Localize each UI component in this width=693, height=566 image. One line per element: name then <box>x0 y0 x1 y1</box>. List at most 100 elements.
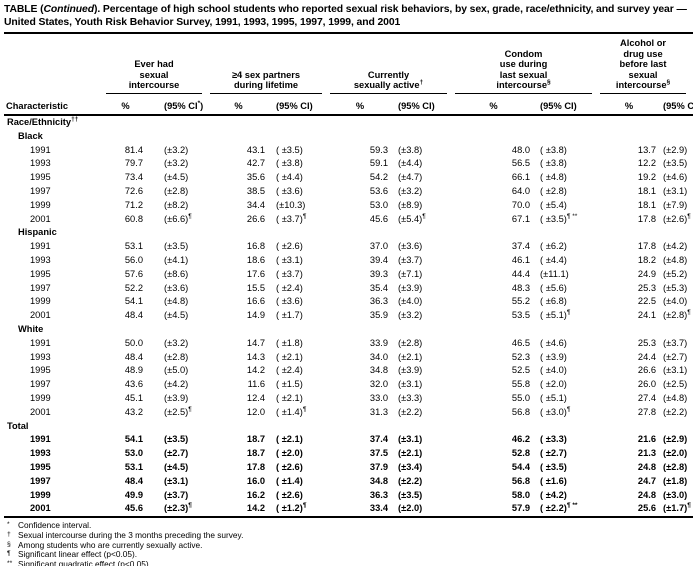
percent-cell: 52.3 <box>511 351 531 362</box>
ci-cell: ( ±2.6) <box>268 461 329 475</box>
ci-cell: (±2.3)¶ <box>146 502 209 517</box>
percent-cell: 43.6 <box>124 379 143 390</box>
title-continued: Continued <box>43 4 95 15</box>
percent-cell: 21.6 <box>637 434 657 445</box>
ci-value: ( ±3.8) <box>540 144 567 155</box>
ci-cell: (±4.5) <box>146 171 209 185</box>
ci-cell: ( ±4.4) <box>533 254 599 268</box>
footnote-marker: § <box>547 79 551 87</box>
ci-cell: ( ±1.5) <box>268 378 329 392</box>
ci-cell: (±2.8) <box>146 351 209 365</box>
ci-cell: ( ±5.1)¶ <box>533 309 599 323</box>
percent-cell: 16.0 <box>246 475 266 486</box>
year-cell: 1991 <box>30 241 51 252</box>
ci-cell: ( ±4.2) <box>533 489 599 503</box>
ci-value: (±3.5) <box>398 489 423 500</box>
column-group-label: Currently sexually active† <box>330 70 448 94</box>
ci-value: ( ±3.6) <box>276 185 303 196</box>
ci-cell: (±3.1) <box>146 475 209 489</box>
footnote-text: Significant quadratic effect (p<0.05). <box>18 558 151 566</box>
ci-value: (±4.7) <box>398 172 423 183</box>
ci-cell: ( ±4.8) <box>533 171 599 185</box>
ci-cell: (±2.2) <box>659 406 693 420</box>
ci-value: (±2.8) <box>663 310 688 321</box>
percent-cell: 52.2 <box>124 282 143 293</box>
year-cell: 1991 <box>30 144 51 155</box>
percent-cell: 27.8 <box>637 406 657 417</box>
column-group-label: Condom use during last sexual intercourse§ <box>455 49 593 94</box>
ci-cell: (±1.8) <box>659 475 693 489</box>
percent-cell: 33.0 <box>369 392 389 403</box>
ci-value: ( ±6.8) <box>540 296 567 307</box>
percent-cell: 18.7 <box>246 448 266 459</box>
ci-cell: ( ±3.8) <box>268 157 329 171</box>
ci-value: (±5.0) <box>164 365 189 376</box>
year-cell: 1999 <box>30 296 51 307</box>
ci-value: (±4.2) <box>164 379 189 390</box>
percent-cell: 46.5 <box>511 337 531 348</box>
ci-value: ( ±3.5) <box>540 461 567 472</box>
percent-cell: 32.0 <box>369 379 389 390</box>
percent-cell: 67.1 <box>511 213 531 224</box>
subgroup-label: Hispanic <box>18 227 57 238</box>
percent-cell: 46.2 <box>511 434 531 445</box>
ci-value: ( ±2.1) <box>276 392 303 403</box>
ci-value: (±3.0) <box>663 489 688 500</box>
ci-value: ( ±2.6) <box>276 241 303 252</box>
ci-value: ( ±2.0) <box>540 379 567 390</box>
year-cell: 1991 <box>30 434 51 445</box>
ci-cell: (±3.2) <box>146 337 209 351</box>
percent-cell: 26.0 <box>637 379 657 390</box>
table-title: TABLE (Continued). Percentage of high sc… <box>4 3 689 29</box>
column-group-label: Ever had sexual intercourse <box>106 59 203 94</box>
ci-value: ( ±1.4) <box>276 406 303 417</box>
ci-value: (±3.1) <box>663 185 688 196</box>
percent-cell: 17.8 <box>637 241 657 252</box>
year-cell: 1997 <box>30 185 51 196</box>
ci-cell: (±2.8) <box>391 337 454 351</box>
column-group-label-line: sexual <box>139 69 169 80</box>
ci-value: (±4.5) <box>164 172 189 183</box>
ci-value: (±4.8) <box>663 254 688 265</box>
table-row: 1995 57.6 (±8.6) 17.6 ( ±3.7) 39.3 (±7.1) 44.4 (… <box>4 268 693 282</box>
subgroup-label: White <box>18 323 44 334</box>
percent-cell: 38.5 <box>246 185 266 196</box>
footnote-marker: ¶ <box>302 502 307 510</box>
ci-value: (±3.1) <box>398 379 423 390</box>
table-row: 1999 54.1 (±4.8) 16.6 ( ±3.6) 36.3 (±4.0) 55.2 (… <box>4 295 693 309</box>
percent-cell: 24.8 <box>637 461 657 472</box>
footnote-marker: § <box>666 79 671 87</box>
footnote-line: § Among students who are currently sexual… <box>4 540 689 551</box>
footnote-marker: ¶ <box>687 502 691 510</box>
ci-cell: (±3.1) <box>659 364 693 378</box>
footnote-text: Confidence interval. <box>18 520 92 531</box>
percent-cell: 24.8 <box>637 489 657 500</box>
ci-cell: (±3.7) <box>391 254 454 268</box>
ci-value: (±10.3) <box>276 199 306 210</box>
ci-cell: (±3.6) <box>391 240 454 254</box>
ci-value: (±3.1) <box>164 475 189 486</box>
ci-value: ( ±3.7) <box>276 268 303 279</box>
ci-cell: (±4.6) <box>659 171 693 185</box>
year-cell: 1999 <box>30 392 51 403</box>
percent-cell: 73.4 <box>124 172 143 183</box>
ci-cell: (±4.2) <box>659 240 693 254</box>
percent-cell: 52.5 <box>511 365 531 376</box>
ci-cell: ( ±3.7) <box>268 268 329 282</box>
percent-cell: 56.8 <box>511 475 531 486</box>
ci-cell: ( ±1.7) <box>268 309 329 323</box>
ci-value: ( ±5.4) <box>540 199 567 210</box>
ci-cell: (±4.0) <box>659 295 693 309</box>
percent-cell: 33.4 <box>369 503 389 514</box>
ci-value: (±3.8) <box>398 144 423 155</box>
ci-value: (±3.7) <box>398 254 423 265</box>
ci-cell: (±2.1) <box>391 351 454 365</box>
ci-cell: ( ±2.2)¶ ** <box>533 502 599 517</box>
percent-cell: 58.0 <box>511 489 531 500</box>
ci-value: (±3.6) <box>398 241 423 252</box>
ci-cell: (±3.5) <box>659 157 693 171</box>
ci-cell: (±10.3) <box>268 199 329 213</box>
ci-cell: ( ±1.6) <box>533 475 599 489</box>
percent-cell: 57.6 <box>124 268 143 279</box>
ci-cell: ( ±3.5)¶ ** <box>533 213 599 227</box>
